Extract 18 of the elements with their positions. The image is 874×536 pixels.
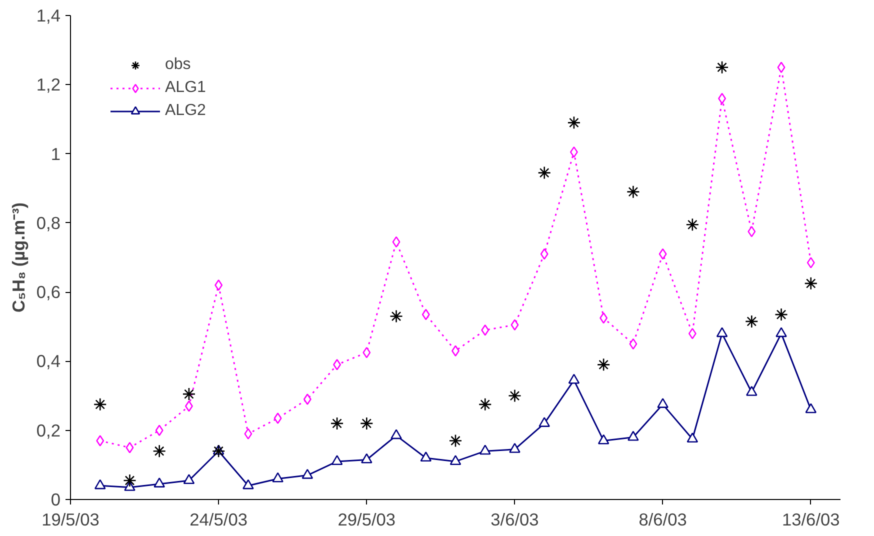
- legend-label: obs: [165, 56, 191, 74]
- y-tick-label: 0: [50, 490, 61, 510]
- y-axis-title: C₅H₈ (µg.m⁻³): [8, 202, 28, 312]
- legend-label: ALG1: [165, 79, 206, 97]
- y-tick-label: 0,6: [36, 282, 61, 302]
- x-tick-label: 3/6/03: [490, 510, 539, 530]
- legend-label: ALG2: [165, 102, 206, 120]
- y-tick-label: 0,4: [36, 351, 61, 372]
- x-tick-label: 13/6/03: [782, 510, 840, 530]
- x-tick-label: 24/5/03: [190, 510, 248, 530]
- y-tick-label: 1: [50, 144, 61, 164]
- y-tick-label: 0,2: [36, 420, 61, 440]
- y-tick-label: 0,8: [36, 212, 61, 233]
- x-tick-label: 8/6/03: [638, 510, 687, 530]
- y-tick-label: 1,4: [36, 6, 61, 26]
- x-tick-label: 19/5/03: [42, 510, 100, 530]
- y-tick-label: 1,2: [36, 74, 61, 95]
- x-tick-label: 29/5/03: [338, 510, 396, 530]
